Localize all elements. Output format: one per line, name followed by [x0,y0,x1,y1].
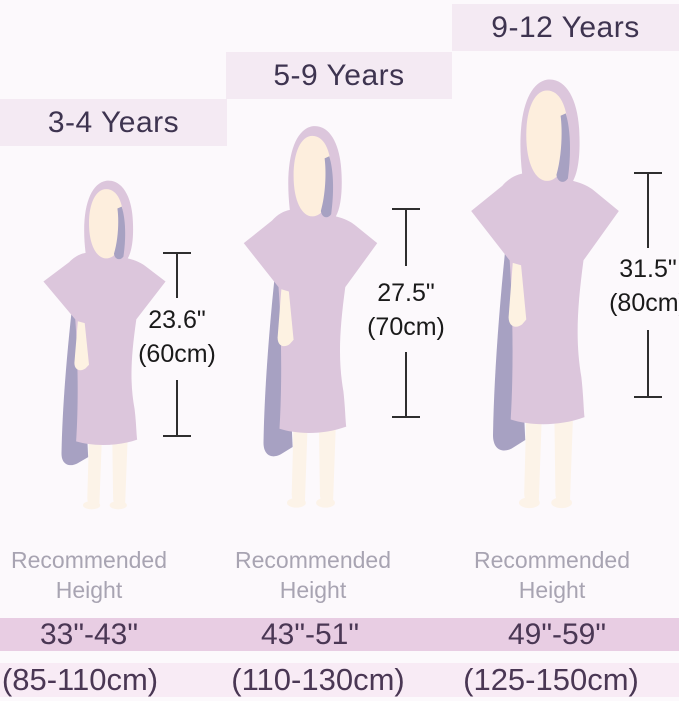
range-centimeters: (85-110cm) [1,662,159,697]
dimension-cap-bottom [392,416,420,418]
age-label: 3-4 Years [47,105,180,139]
height-word: Height [279,577,347,603]
dimension-line-lower [647,330,649,398]
recommended-word: Recommended [474,547,630,573]
height-measurement: 31.5" (80cm) [588,252,679,320]
age-band-5-9-years: 5-9 Years [226,52,452,99]
age-label: 9-12 Years [491,10,640,44]
range-inches: 33"-43" [39,618,139,651]
recommended-height-label: Recommended Height [0,545,199,605]
height-measurement: 23.6" (60cm) [117,303,237,371]
height-dimension-5-9-years: 27.5" (70cm) [346,208,466,418]
range-row-centimeters: (85-110cm) (110-130cm) (125-150cm) [0,663,679,697]
height-dimension-3-4-years: 23.6" (60cm) [117,252,237,437]
dimension-cap-bottom [163,435,191,437]
height-inches: 23.6" [148,306,206,334]
dimension-line-upper [405,208,407,266]
range-centimeters: (125-150cm) [463,662,639,697]
height-inches: 31.5" [619,255,677,283]
dimension-line-lower [405,352,407,418]
recommended-height-label: Recommended Height [442,545,662,605]
height-word: Height [55,577,123,603]
dimension-line-lower [176,380,178,437]
dimension-line-upper [647,172,649,248]
height-word: Height [518,577,586,603]
recommended-word: Recommended [235,547,391,573]
height-centimeters: (60cm) [138,340,216,368]
height-centimeters: (80cm) [609,289,679,317]
dimension-cap-bottom [634,396,662,398]
age-band-9-12-years: 9-12 Years [452,4,679,51]
range-inches: 49"-59" [507,618,607,651]
range-inches: 43"-51" [260,618,360,651]
age-band-3-4-years: 3-4 Years [0,99,227,146]
recommended-word: Recommended [11,547,167,573]
age-label: 5-9 Years [273,58,405,92]
height-dimension-9-12-years: 31.5" (80cm) [588,172,679,398]
dimension-line-upper [176,252,178,298]
range-row-inches: 33"-43" 43"-51" 49"-59" [0,618,679,651]
recommended-height-label: Recommended Height [203,545,423,605]
height-inches: 27.5" [377,279,435,307]
height-measurement: 27.5" (70cm) [346,276,466,344]
range-centimeters: (110-130cm) [231,662,405,697]
height-centimeters: (70cm) [367,313,445,341]
